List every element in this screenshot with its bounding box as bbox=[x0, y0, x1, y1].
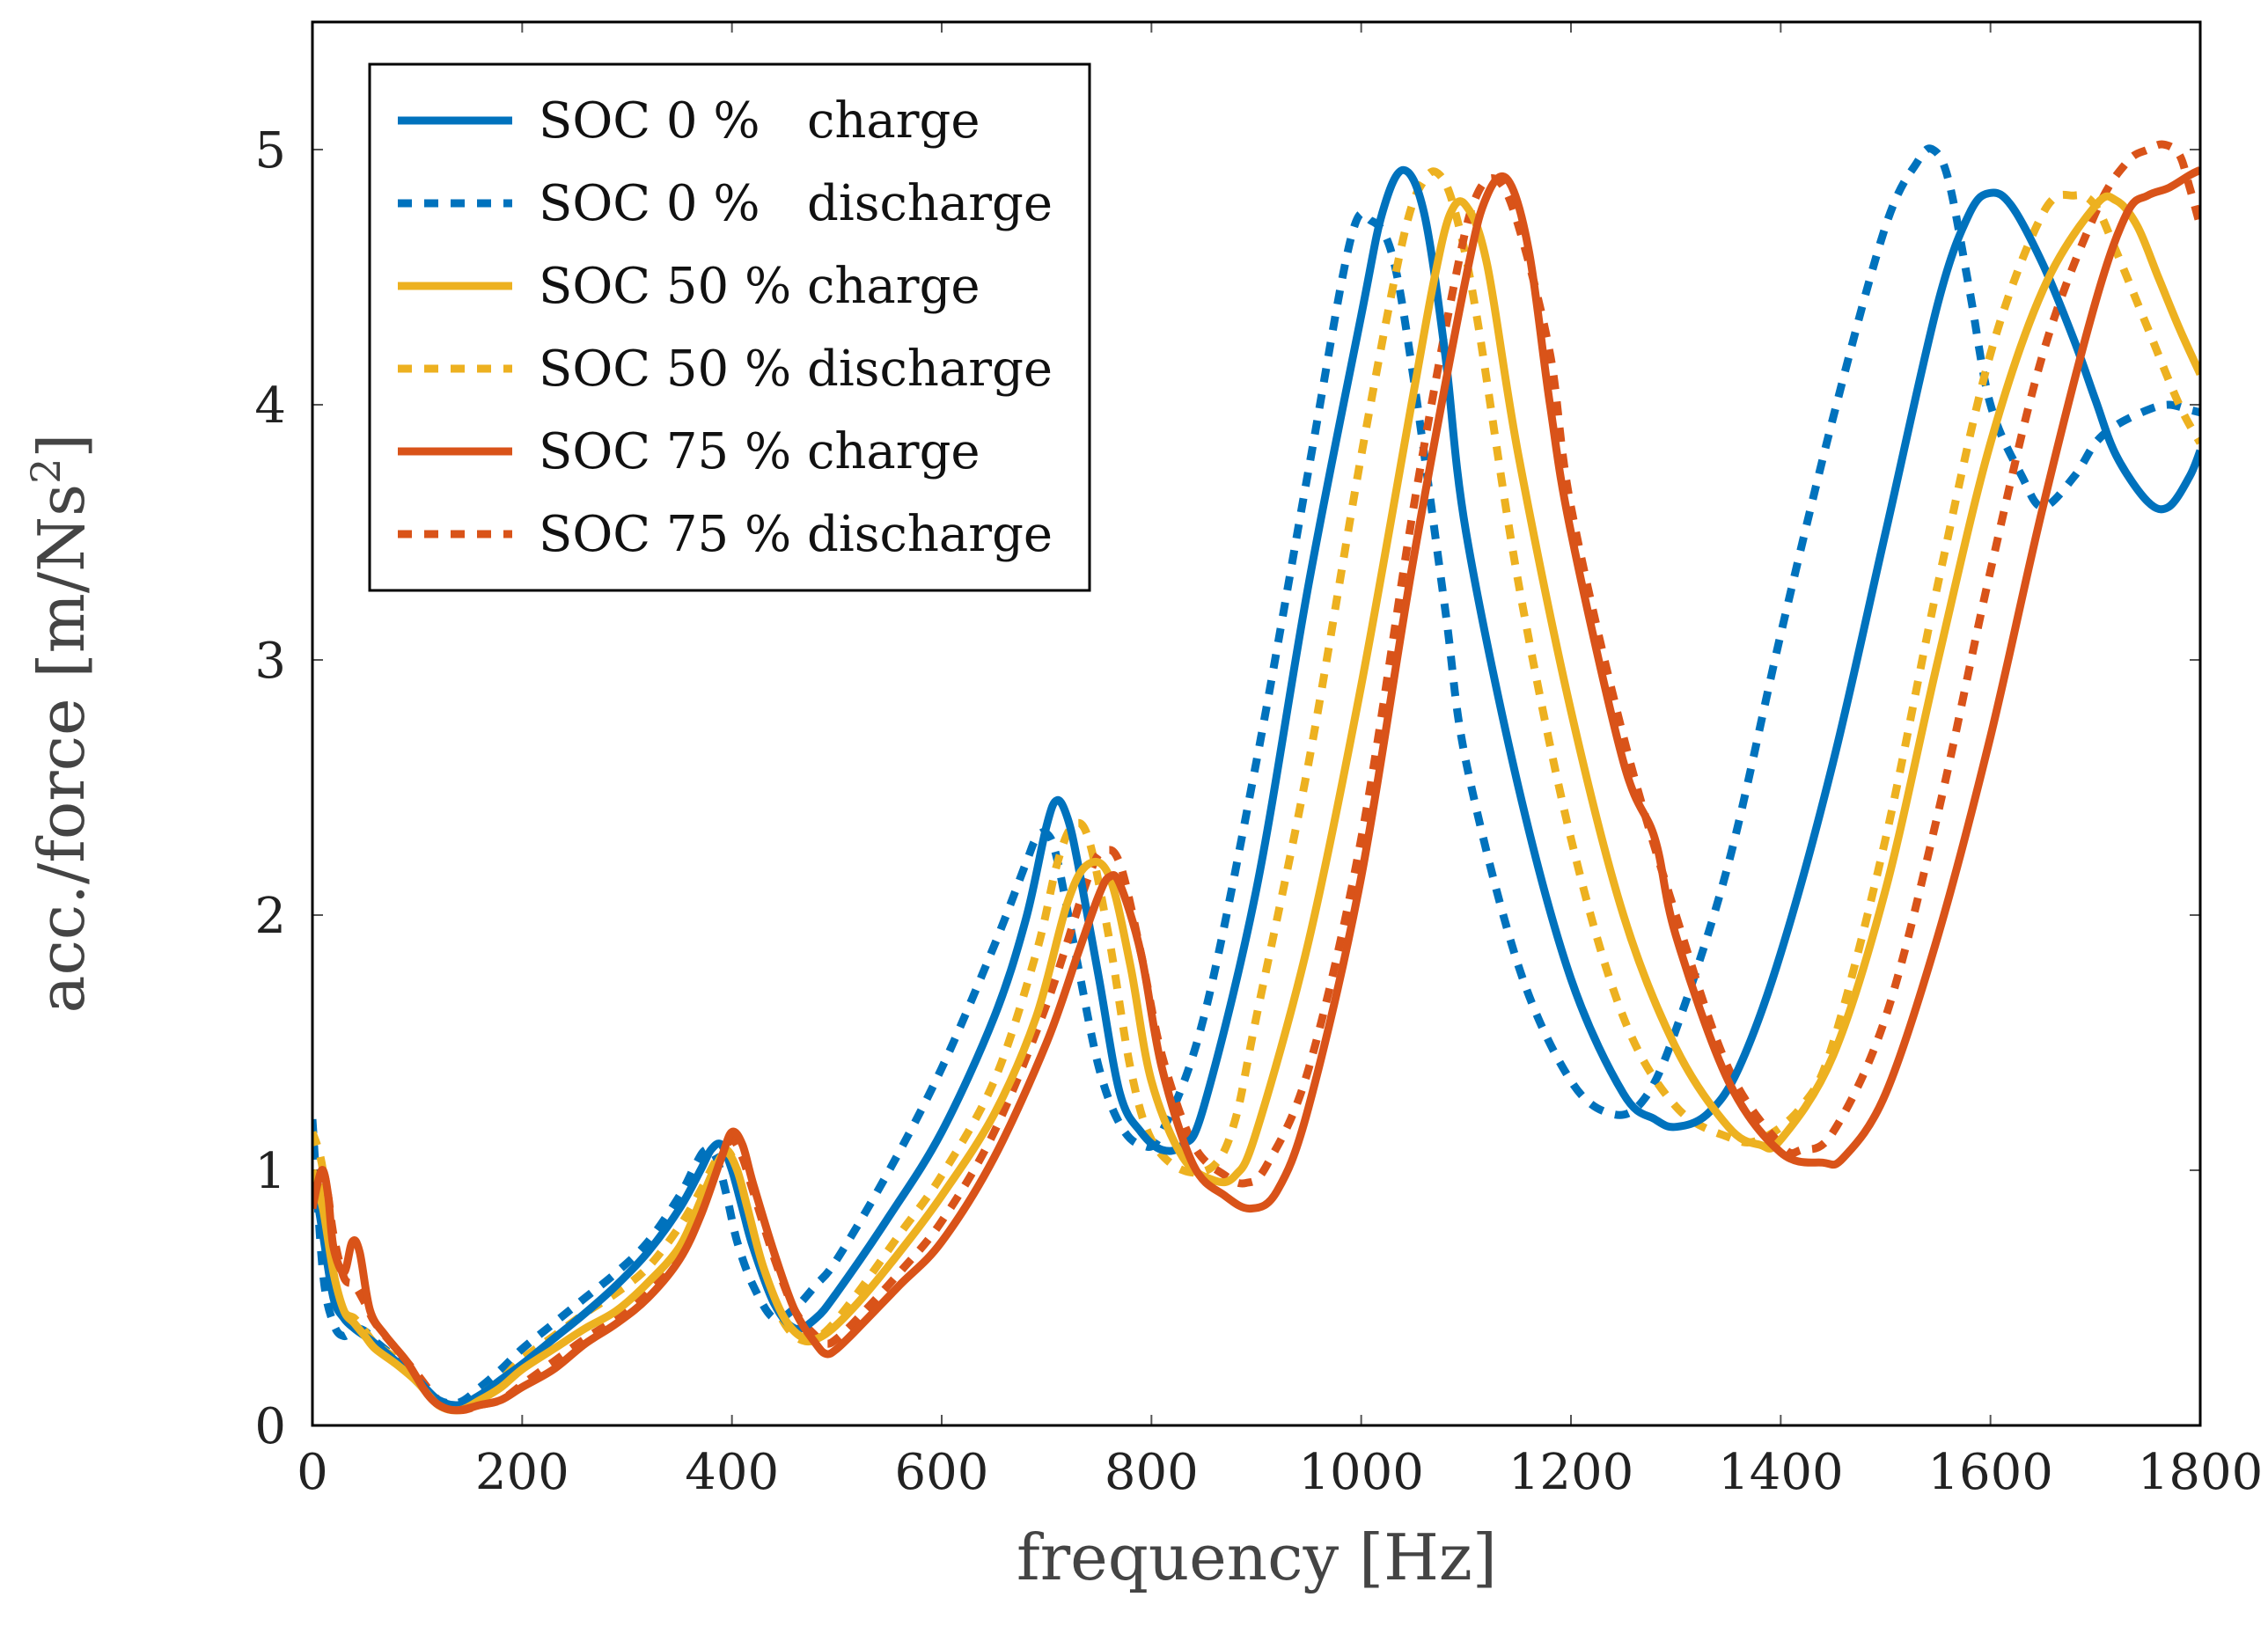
series-line-2 bbox=[312, 192, 2200, 1415]
y-axis-label-superscript: 2 bbox=[22, 458, 70, 484]
y-axis-label: acc./force [m/Ns2] bbox=[22, 434, 99, 1014]
legend-label-1: SOC 0 % discharge bbox=[539, 175, 1053, 232]
legend-label-4: SOC 75 % charge bbox=[539, 423, 980, 480]
x-tick-label: 1000 bbox=[1298, 1444, 1424, 1501]
y-tick-label: 5 bbox=[254, 122, 286, 179]
tick-labels: 0 200 400 600 800 1000 1200 1400 1600 1800 0 1 2 3 4 5 bbox=[254, 122, 2263, 1501]
x-tick-label: 800 bbox=[1105, 1444, 1199, 1501]
series-line-4 bbox=[312, 166, 2200, 1415]
legend: SOC 0 % charge SOC 0 % discharge SOC 50 % … bbox=[368, 62, 1091, 592]
series-line-3 bbox=[312, 167, 2200, 1413]
y-tick-label: 2 bbox=[254, 888, 286, 945]
x-tick-label: 1400 bbox=[1718, 1444, 1844, 1501]
x-tick-label: 1600 bbox=[1927, 1444, 2053, 1501]
series-group bbox=[312, 140, 2200, 1415]
x-tick-label: 200 bbox=[475, 1444, 569, 1501]
y-tick-label: 3 bbox=[254, 633, 286, 690]
y-tick-label: 0 bbox=[254, 1398, 286, 1455]
x-tick-label: 0 bbox=[297, 1444, 328, 1501]
plot-frame bbox=[311, 20, 2202, 1427]
legend-label-0: SOC 0 % charge bbox=[539, 92, 980, 150]
y-axis-label-main: acc./force [m/Ns bbox=[25, 484, 99, 1014]
series-line-0 bbox=[312, 165, 2200, 1410]
x-tick-label: 1800 bbox=[2138, 1444, 2264, 1501]
legend-label-2: SOC 50 % charge bbox=[539, 258, 980, 315]
y-tick-label: 4 bbox=[254, 377, 286, 435]
x-tick-label: 1200 bbox=[1508, 1444, 1634, 1501]
y-tick-label: 1 bbox=[254, 1143, 286, 1200]
legend-label-5: SOC 75 % discharge bbox=[539, 506, 1053, 563]
x-tick-label: 600 bbox=[895, 1444, 989, 1501]
legend-box bbox=[368, 62, 1091, 592]
y-axis-label-end: ] bbox=[25, 434, 99, 458]
x-axis-label: frequency [Hz] bbox=[1017, 1520, 1497, 1594]
legend-label-3: SOC 50 % discharge bbox=[539, 341, 1053, 398]
x-tick-label: 400 bbox=[685, 1444, 779, 1501]
